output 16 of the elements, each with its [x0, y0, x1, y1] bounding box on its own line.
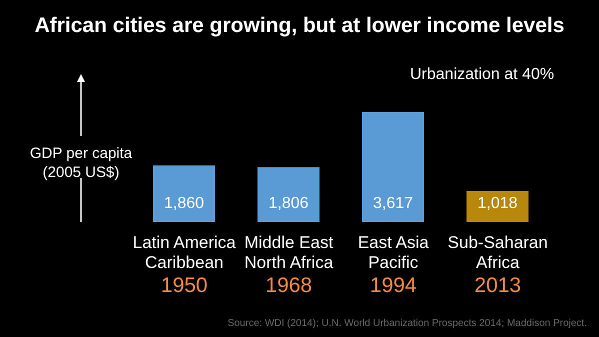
data-label: 3,617 — [372, 195, 414, 212]
bar — [362, 112, 424, 222]
x-tick-label: East Asia Pacific 1994 — [358, 233, 430, 297]
data-label: 1,018 — [477, 195, 518, 212]
data-label: 1,806 — [268, 195, 309, 212]
data-label: 1,860 — [164, 195, 204, 212]
bar — [153, 165, 215, 222]
chart-subtitle: Urbanization at 40% — [410, 66, 554, 84]
chart-title: African cities are growing, but at lower income levels — [34, 14, 566, 38]
x-tick-label: Sub-Saharan Africa 2013 — [448, 233, 548, 297]
bar — [258, 167, 320, 222]
x-tick-label: Latin America Caribbean 1950 — [132, 233, 236, 297]
x-tick-label: Middle East North Africa 1968 — [244, 233, 334, 297]
source-note: Source: WDI (2014); U.N. World Urbanization Prospects 2014; Maddison Project. — [228, 318, 587, 329]
y-axis-title: GDP per capita (2005 US$) — [28, 144, 134, 182]
bar — [466, 191, 528, 222]
